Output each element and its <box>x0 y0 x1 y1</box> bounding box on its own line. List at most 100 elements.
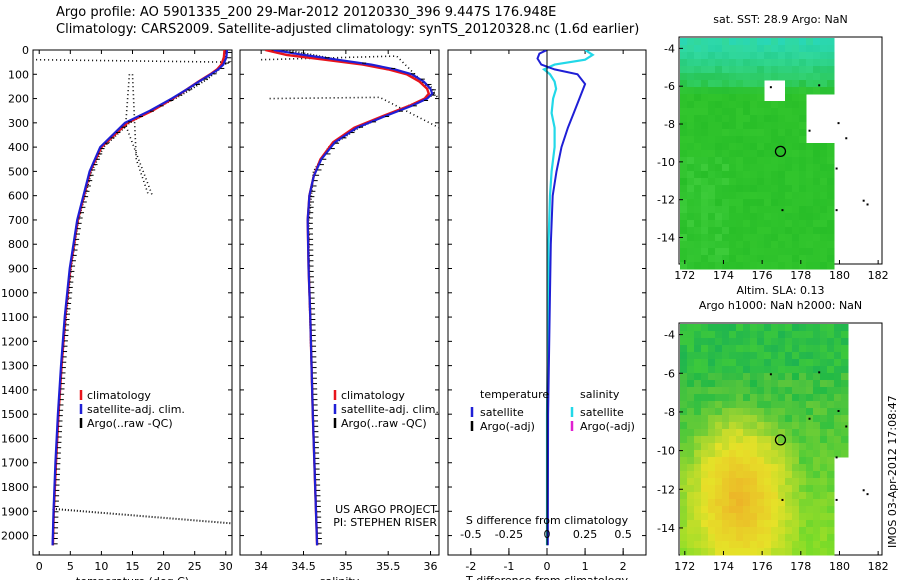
x2-tick-label: -0.5 <box>460 528 481 541</box>
map-x-tick-label: 172 <box>674 560 695 573</box>
map-pixel <box>743 443 751 451</box>
map-pixel <box>820 548 828 556</box>
map-pixel <box>799 38 807 46</box>
map-pixel <box>757 352 765 360</box>
map-pixel <box>792 380 800 388</box>
map-pixel <box>736 534 744 542</box>
map-pixel <box>813 157 821 165</box>
map-pixel <box>827 59 835 67</box>
map-pixel <box>778 415 786 423</box>
map-pixel <box>771 115 779 123</box>
map-pixel <box>680 506 688 514</box>
map-pixel <box>806 227 814 235</box>
map-y-tick-label: -4 <box>664 329 675 342</box>
map-pixel <box>785 415 793 423</box>
map-pixel <box>722 450 730 458</box>
map-pixel <box>813 248 821 256</box>
map-pixel <box>827 387 835 395</box>
map-pixel <box>722 192 730 200</box>
x-axis-label: salinity <box>320 575 360 580</box>
y-tick-label: 1100 <box>1 311 29 324</box>
map-pixel <box>750 387 758 395</box>
map-pixel <box>785 108 793 116</box>
map-pixel <box>764 359 772 367</box>
map-pixel <box>736 415 744 423</box>
map-pixel <box>827 73 835 81</box>
map-pixel <box>687 394 695 402</box>
map-pixel <box>743 80 751 88</box>
map-pixel <box>743 513 751 521</box>
map-pixel <box>785 227 793 235</box>
map-pixel <box>771 255 779 263</box>
map-pixel <box>820 387 828 395</box>
map-pixel <box>799 129 807 137</box>
map-pixel <box>757 520 765 528</box>
map-pixel <box>757 436 765 444</box>
map-pixel <box>834 345 842 353</box>
map-pixel <box>715 520 723 528</box>
map-pixel <box>680 94 688 102</box>
map-pixel <box>757 94 765 102</box>
map-pixel <box>785 178 793 186</box>
map-pixel <box>813 394 821 402</box>
map-pixel <box>680 380 688 388</box>
map-pixel <box>771 66 779 74</box>
map-pixel <box>736 331 744 339</box>
map-pixel <box>785 80 793 88</box>
map-pixel <box>680 548 688 556</box>
map-pixel <box>771 213 779 221</box>
map-pixel <box>736 129 744 137</box>
map-pixel <box>694 506 702 514</box>
map-pixel <box>687 478 695 486</box>
map-pixel <box>813 471 821 479</box>
map-pixel <box>799 534 807 542</box>
map-pixel <box>799 199 807 207</box>
map-pixel <box>701 478 709 486</box>
map-pixel <box>722 136 730 144</box>
map-x-tick-label: 178 <box>790 560 811 573</box>
map-pixel <box>820 66 828 74</box>
map-pixel <box>778 513 786 521</box>
map-pixel <box>806 45 814 53</box>
map-pixel <box>827 220 835 228</box>
map-pixel <box>687 59 695 67</box>
map-pixel <box>806 52 814 60</box>
legend-label: Argo(-adj) <box>480 420 535 433</box>
map-pixel <box>778 541 786 549</box>
map-pixel <box>687 436 695 444</box>
map-pixel <box>680 331 688 339</box>
map-pixel <box>792 164 800 172</box>
map-pixel <box>715 52 723 60</box>
map-pixel <box>827 450 835 458</box>
map-pixel <box>806 366 814 374</box>
map-pixel <box>687 534 695 542</box>
map-pixel <box>729 171 737 179</box>
map-pixel <box>701 408 709 416</box>
map-pixel <box>771 59 779 67</box>
y-tick-label: 900 <box>8 263 29 276</box>
map-pixel <box>729 59 737 67</box>
map-pixel <box>771 234 779 242</box>
map-pixel <box>743 220 751 228</box>
map-pixel <box>736 373 744 381</box>
map-pixel <box>813 541 821 549</box>
map-pixel <box>757 534 765 542</box>
map-pixel <box>785 248 793 256</box>
map-pixel <box>722 373 730 381</box>
map-pixel <box>722 366 730 374</box>
map-pixel <box>708 185 716 193</box>
map-pixel <box>813 366 821 374</box>
map-pixel <box>827 513 835 521</box>
map-pixel <box>806 429 814 437</box>
map-pixel <box>750 129 758 137</box>
legend-label: Argo(..raw -QC) <box>87 417 173 430</box>
map-pixel <box>785 115 793 123</box>
map-pixel <box>743 248 751 256</box>
map-pixel <box>743 94 751 102</box>
map-pixel <box>806 394 814 402</box>
map-pixel <box>764 380 772 388</box>
map-pixel <box>764 366 772 374</box>
map-pixel <box>715 178 723 186</box>
map-pixel <box>680 338 688 346</box>
map-pixel <box>834 331 842 339</box>
